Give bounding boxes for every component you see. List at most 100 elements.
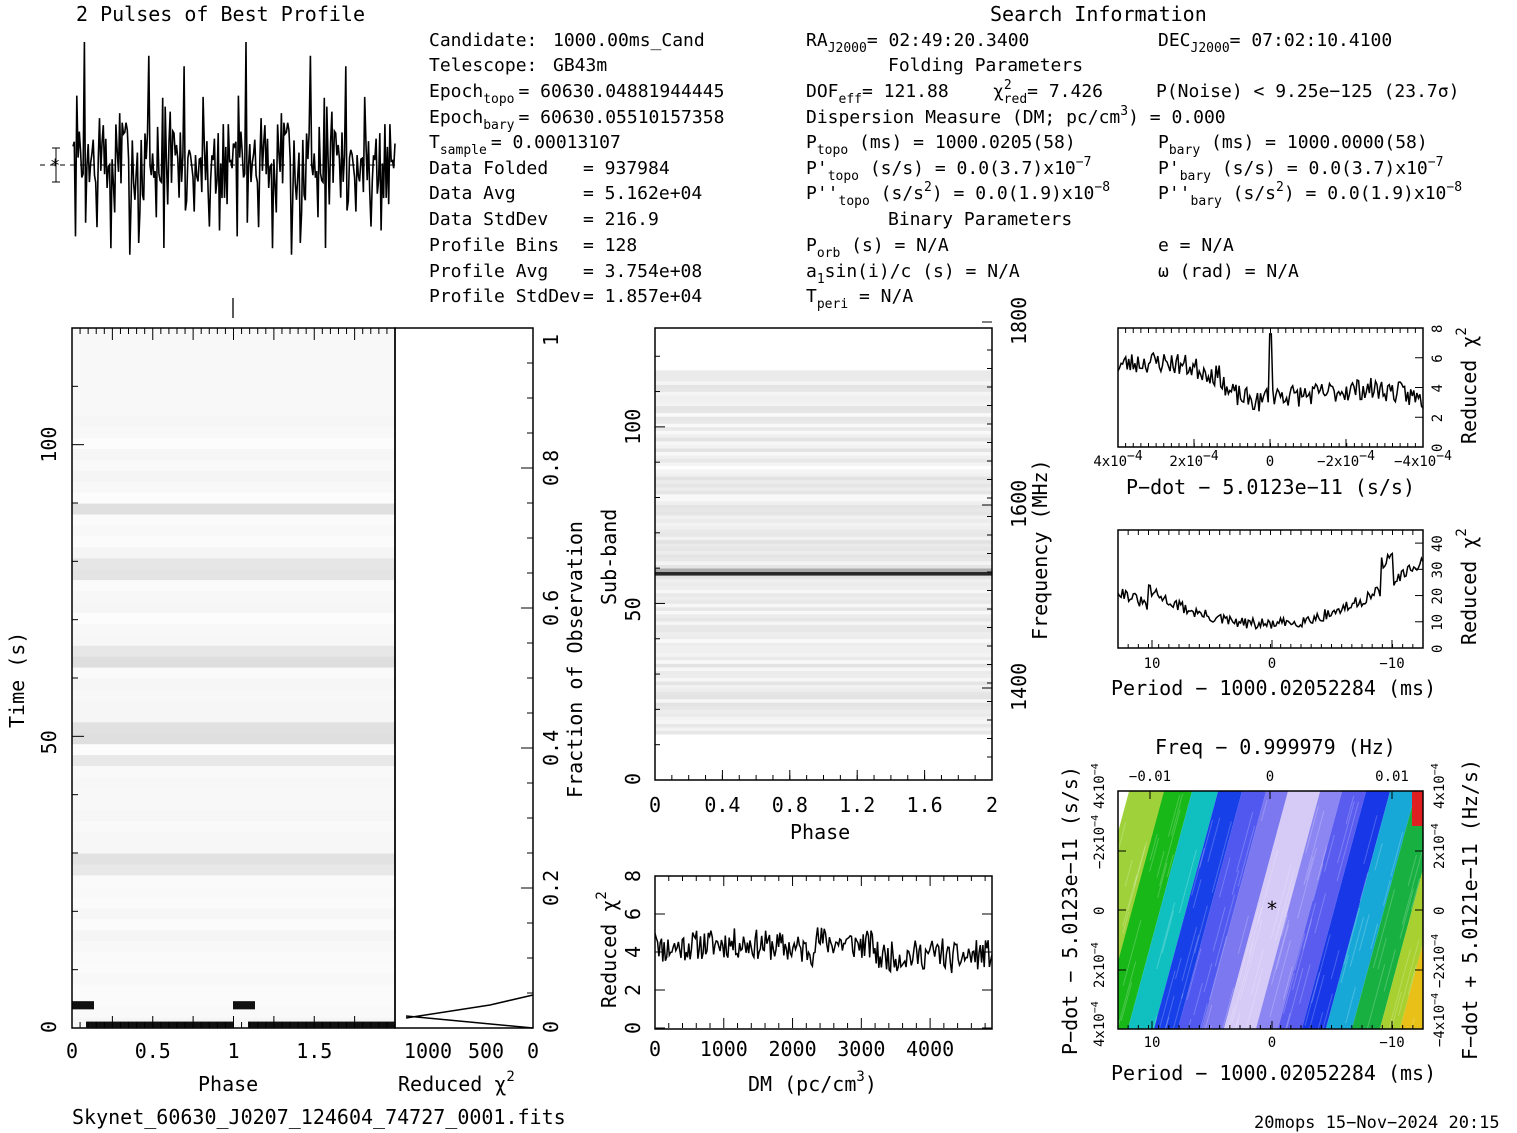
pp2-streak <box>1260 799 1268 822</box>
pp2-streak <box>1170 793 1184 836</box>
sb-band <box>655 504 992 509</box>
sb-band <box>655 419 992 424</box>
pp2-toptick: 0 <box>1266 769 1274 785</box>
sb-band <box>655 543 992 548</box>
tp-row <box>72 984 395 996</box>
pp2-streak <box>1199 1003 1208 1029</box>
pp2-streak <box>1317 1012 1324 1029</box>
info-row: Profile Avg <box>429 261 548 282</box>
info-value: = 937984 <box>583 158 670 179</box>
sb-band <box>655 642 992 647</box>
tp-row <box>72 787 395 799</box>
pp2-band <box>1201 791 1289 1029</box>
sb-xtick: 0.8 <box>772 793 808 817</box>
tp-row <box>72 437 395 449</box>
fraction-tick: 0.4 <box>539 730 563 766</box>
pp2-ytick: 4x10−4 <box>1090 763 1108 809</box>
sb-band <box>655 635 992 640</box>
pd-ytick: 2 <box>1430 414 1446 422</box>
tc-xtick: 1000 <box>404 1039 452 1063</box>
period-chi2-line <box>1117 551 1424 631</box>
pp2-streak <box>1297 847 1318 919</box>
pp2-streak <box>1207 817 1221 862</box>
pp2-streak <box>1275 924 1290 970</box>
sb-band <box>655 628 992 633</box>
info-row: Epochbary = 60630.05510157358 <box>429 107 724 133</box>
pp2-band <box>1127 791 1219 1029</box>
pp2-streak <box>1382 880 1391 906</box>
tp-row <box>72 688 395 701</box>
folding-title: Folding Parameters <box>888 55 1083 76</box>
tp-row <box>72 907 395 920</box>
info-row: Data Folded <box>429 158 548 179</box>
sb-band <box>655 561 992 565</box>
sb-band <box>655 617 992 622</box>
sb-band <box>655 441 992 445</box>
pp2-streak <box>1390 831 1404 878</box>
pp-ytick: 20 <box>1430 588 1446 605</box>
pp2-band <box>1255 791 1343 1029</box>
sb-freq-tick: 1400 <box>1007 663 1031 711</box>
pp2-streak <box>1156 850 1165 878</box>
pp2-streak <box>1157 862 1168 898</box>
subband-plot: 0 0.4 0.8 1.2 1.6 2 0 50 100 1400 1600 1800 Phase S… <box>597 297 1052 844</box>
sb-band <box>655 691 992 696</box>
sb-band <box>655 395 992 399</box>
pp2-streak <box>1204 1004 1213 1029</box>
pp2-streak <box>1149 837 1160 872</box>
sb-band <box>655 497 992 502</box>
pp2-streak <box>1312 863 1324 901</box>
pp2-streak <box>1383 949 1396 992</box>
sb-band <box>655 596 992 601</box>
porb-label: Porb (s) = N/A <box>806 235 949 261</box>
sb-band <box>655 455 992 459</box>
sb-band <box>655 416 992 421</box>
profile-title: 2 Pulses of Best Profile <box>76 2 365 26</box>
info-row: Profile Bins <box>429 235 559 256</box>
pp2-rtick: −4x10−4 <box>1430 993 1448 1047</box>
tp-ylabel: Time (s) <box>5 632 29 728</box>
fraction-tick: 1 <box>539 334 563 346</box>
pdot-period-plane: 10 0 −10 −0.01 0 0.01 4x10−4 −4x10−4 2x10−4 −2x10… <box>1058 735 1482 1085</box>
dm-xtick: 2000 <box>768 1037 816 1061</box>
pp-ytick: 40 <box>1430 535 1446 552</box>
tp-row <box>72 579 395 592</box>
info-row: Data StdDev <box>429 209 548 230</box>
dm-xtick: 4000 <box>906 1037 954 1061</box>
pp2-streak <box>1194 905 1208 954</box>
pp2-rtick: 0 <box>1432 907 1448 915</box>
tp-row <box>72 885 395 898</box>
sb-band <box>655 462 992 467</box>
info-mid: RAJ2000= 02:49:20.3400 DECJ2000= 07:02:1… <box>806 30 1462 312</box>
tp-row <box>72 699 395 712</box>
pp2-xtick: 0 <box>1268 1035 1276 1051</box>
tp-row <box>72 481 395 493</box>
fraction-tick: 0.2 <box>539 870 563 906</box>
pp2-right-label: F−dot + 5.0121e−11 (Hz/s) <box>1458 759 1482 1060</box>
pp2-streak <box>1133 846 1146 887</box>
pp2-streak <box>1120 982 1133 1021</box>
pp-ylabel: Reduced χ2 <box>1454 528 1481 645</box>
pp2-streak <box>1274 867 1296 941</box>
sb-band <box>655 575 992 580</box>
pp2-best-marker: * <box>1266 897 1278 921</box>
sb-ytick: 50 <box>621 597 645 621</box>
pp2-streak <box>1165 1016 1170 1029</box>
fraction-label: Fraction of Observation <box>563 521 587 798</box>
sb-band <box>655 444 992 449</box>
sb-band <box>655 381 992 385</box>
pp2-streak <box>1330 949 1340 980</box>
tp-row <box>72 951 395 963</box>
tp-row <box>72 896 395 909</box>
pp2-band <box>1399 943 1423 1029</box>
profile-plot: * <box>40 41 396 255</box>
tp-row <box>72 645 395 657</box>
tp-row <box>72 962 395 974</box>
sb-band <box>655 720 992 724</box>
sb-ytick: 100 <box>621 409 645 445</box>
sb-band <box>655 458 992 463</box>
pp2-streak <box>1175 957 1182 979</box>
pp2-streak <box>1323 835 1335 872</box>
pp2-streak <box>1407 965 1417 995</box>
tp-row <box>72 426 395 438</box>
